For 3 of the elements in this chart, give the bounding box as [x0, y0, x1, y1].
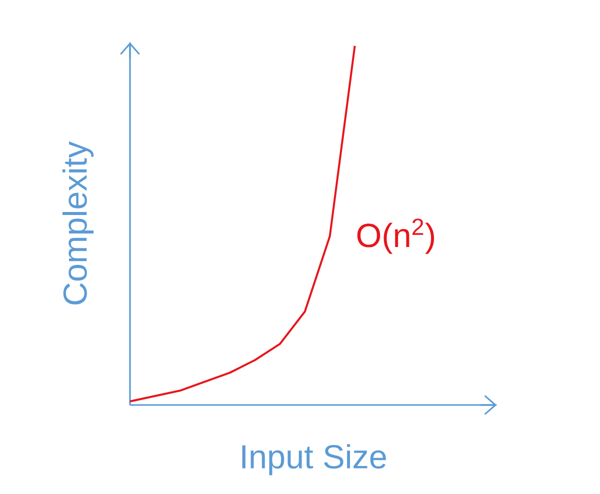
- series-label: O(n$^{2}$): [357, 218, 434, 254]
- y-axis-title: Complexity: [62, 141, 94, 304]
- x-axis-title: Input Size: [242, 444, 386, 476]
